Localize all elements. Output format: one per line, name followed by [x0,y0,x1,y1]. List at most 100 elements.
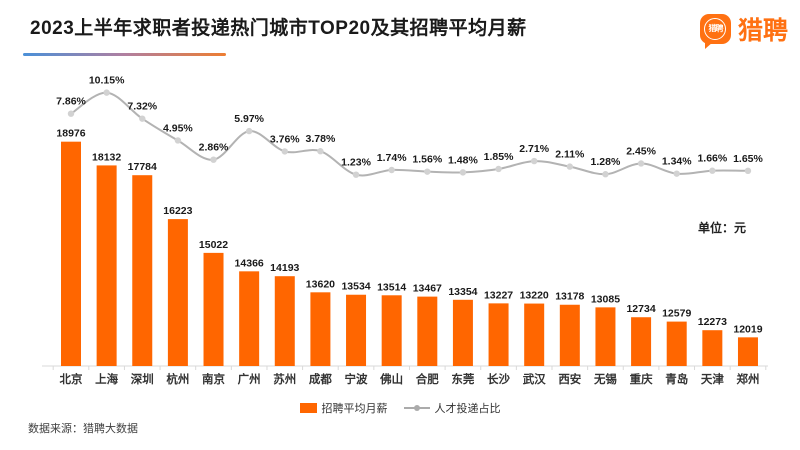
salary-bar [274,276,295,366]
title-underline [23,53,226,56]
salary-bar [702,330,723,366]
city-label: 深圳 [131,372,154,386]
trend-line-point [388,166,395,174]
legend-item-salary: 招聘平均月薪 [299,400,388,416]
trend-line-point [210,156,217,163]
trend-line-point [530,157,538,165]
percent-label: 10.15% [89,75,125,87]
percent-label: 4.95% [163,122,193,134]
salary-value-label: 12019 [733,323,762,335]
percent-label: 1.23% [341,157,371,169]
city-label: 天津 [701,372,724,386]
trend-line-point [602,171,609,178]
trend-line-point [424,168,431,175]
legend-line-label: 人才投递占比 [434,403,501,415]
salary-value-label: 13178 [555,291,584,303]
legend-item-ratio: 人才投递占比 [403,400,501,416]
city-label: 南京 [202,372,225,386]
salary-bar [737,337,758,366]
salary-value-label: 13354 [448,286,477,298]
city-label: 西安 [558,372,581,386]
city-label: 广州 [238,372,261,386]
trend-line-point [495,165,502,173]
bar-series-swatch [299,403,317,413]
trend-line-point [281,148,288,155]
city-label: 杭州 [166,372,189,386]
trend-line-point [174,137,182,144]
percent-label: 1.65% [733,153,763,165]
liepin-logo-text: 猎聘 [737,17,788,45]
salary-bar [310,292,331,366]
city-label: 青岛 [665,372,688,386]
legend-bar-label: 招聘平均月薪 [321,403,388,415]
legend: 招聘平均月薪 人才投递占比 [0,400,800,416]
salary-bar [417,296,438,366]
city-label: 上海 [95,372,118,386]
salary-value-label: 12273 [698,316,727,328]
city-label: 重庆 [630,372,653,386]
liepin-logo-badge-text: 猎聘 [704,18,727,40]
city-label: 成都 [309,372,332,386]
percent-label: 5.97% [234,113,264,125]
liepin-logo: 猎聘 猎聘 [699,11,788,49]
salary-value-label: 18132 [92,151,121,163]
city-label: 北京 [60,372,83,386]
salary-bar [488,303,509,366]
trend-line-point [103,89,110,96]
trend-line-point [352,171,360,178]
trend-line-point [744,167,752,175]
salary-bar [524,303,545,366]
page-title: 2023上半年求职者投递热门城市TOP20及其招聘平均月薪 [30,18,527,39]
salary-bar [132,175,153,366]
percent-label: 1.74% [377,152,407,164]
salary-value-label: 12734 [626,303,655,315]
city-label: 东莞 [451,372,474,386]
salary-value-label: 18976 [56,128,85,140]
salary-value-label: 16223 [163,205,192,217]
salary-bar [631,317,652,366]
percent-label: 1.85% [484,151,514,163]
city-label: 无锡 [593,372,617,386]
salary-value-label: 13620 [306,278,335,290]
salary-bar [381,295,402,366]
line-series-swatch-dot [413,405,420,411]
salary-value-label: 13085 [591,293,620,305]
city-label: 长沙 [487,372,510,386]
chart-area: 18976 北京 18132 上海 17784 深圳 16223 杭州 15022 南京 14366… [40,72,770,392]
salary-value-label: 13467 [413,283,442,295]
salary-value-label: 13514 [377,281,406,293]
percent-label: 1.34% [662,156,692,168]
trend-line-point [459,169,467,176]
percent-label: 3.78% [306,133,336,145]
trend-line-point [317,148,324,155]
percent-label: 2.45% [626,145,656,157]
salary-value-label: 12579 [662,308,691,320]
salary-value-label: 13220 [520,290,549,302]
percent-label: 2.71% [519,143,549,155]
salary-bar [96,165,117,366]
percent-label: 7.86% [56,96,86,108]
data-source-note: 数据来源：猎聘大数据 [28,423,138,435]
salary-value-label: 17784 [128,161,157,173]
percent-label: 1.56% [412,154,442,166]
percent-label: 1.28% [591,156,621,168]
salary-value-label: 13227 [484,289,513,301]
city-label: 郑州 [736,372,759,386]
city-label: 武汉 [523,372,546,386]
salary-bar [167,219,188,366]
city-label: 合肥 [416,372,439,386]
liepin-logo-icon: 猎聘 [699,14,731,49]
salary-value-label: 15022 [199,239,228,251]
trend-line-point [637,160,645,167]
salary-bar [203,252,224,366]
trend-line-point [709,167,716,174]
salary-bar [346,294,367,366]
salary-bar [452,299,473,366]
percent-label: 7.32% [127,101,157,113]
city-label: 宁波 [345,372,368,386]
trend-line-point [245,127,253,135]
salary-bar [559,304,580,366]
salary-value-label: 13534 [341,281,370,293]
percent-label: 3.76% [270,133,300,145]
